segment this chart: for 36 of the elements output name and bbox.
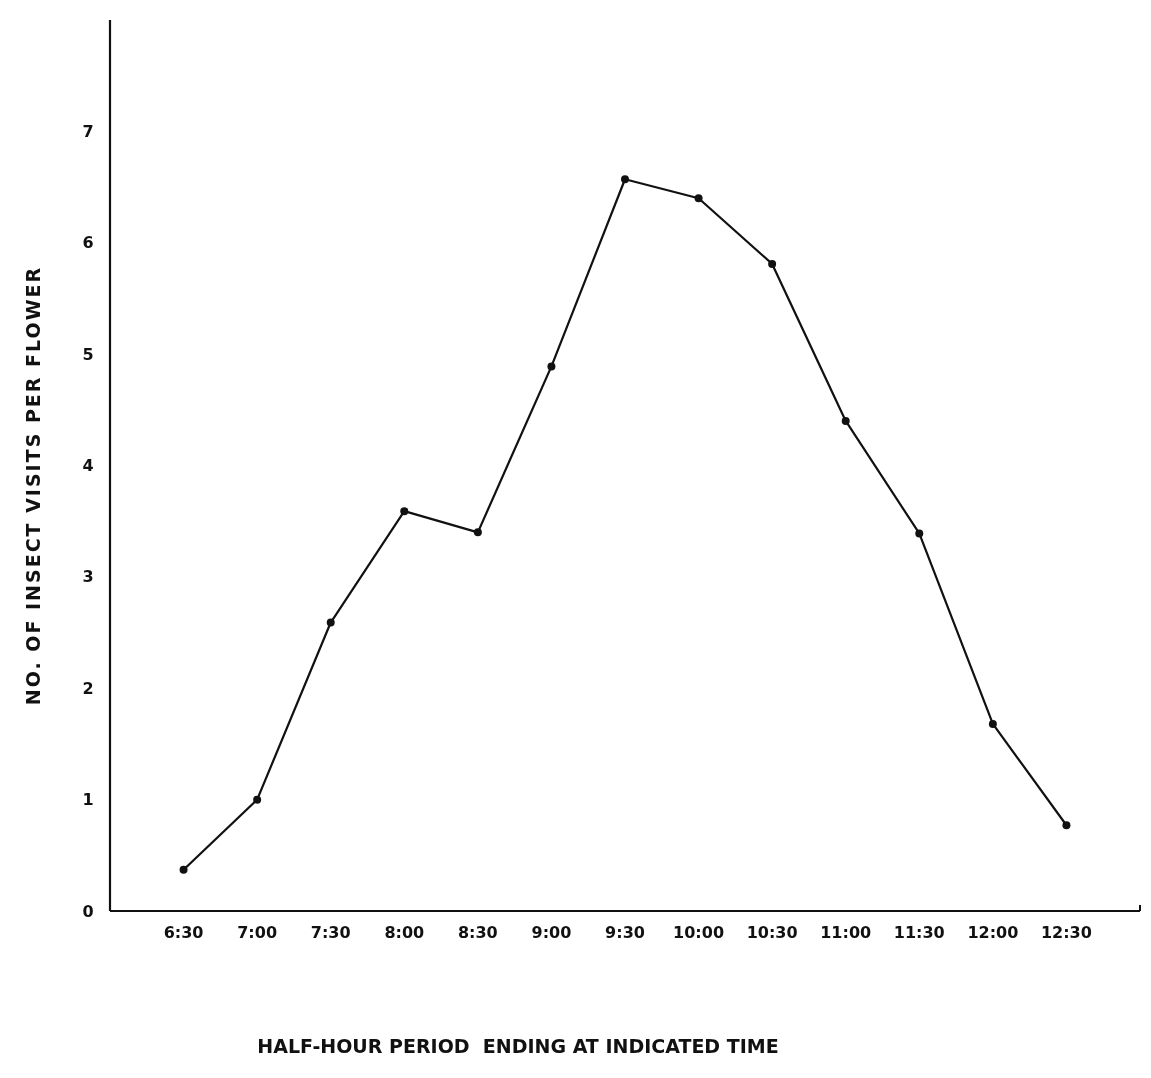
x-tick-label: 8:30: [457, 923, 498, 942]
y-axis-title: NO. OF INSECT VISITS PER FLOWER: [22, 265, 44, 706]
x-tick-label: 6:30: [163, 923, 204, 942]
point: [621, 175, 629, 184]
point: [400, 507, 409, 516]
x-tick-label: 10:00: [673, 923, 725, 942]
point: [694, 194, 703, 203]
x-tick-label: 8:00: [384, 923, 425, 942]
x-tick-label: 9:00: [531, 923, 572, 942]
x-tick-label: 7:30: [310, 923, 351, 942]
x-tick-label: 11:30: [893, 923, 945, 942]
y-tick-label: 7: [82, 121, 94, 141]
y-tick-label: 0: [82, 901, 94, 921]
point: [253, 795, 262, 804]
x-tick-label: 10:30: [746, 923, 798, 942]
point: [326, 618, 335, 627]
point: [1062, 821, 1071, 830]
point: [988, 719, 997, 728]
x-tick-label: 11:00: [820, 923, 872, 942]
point: [473, 528, 482, 537]
point: [179, 865, 188, 874]
y-tick-label: 1: [82, 790, 94, 810]
y-tick-label: 3: [82, 567, 94, 587]
point: [915, 529, 924, 538]
y-tick-label: 6: [82, 233, 94, 253]
x-tick-label: 12:30: [1040, 923, 1092, 942]
y-tick-label: 4: [82, 456, 94, 476]
point: [547, 362, 556, 371]
x-tick-label: 9:30: [605, 923, 645, 942]
x-tick-label: 7:00: [237, 923, 278, 942]
point: [841, 416, 850, 425]
x-axis-title: HALF-HOUR PERIOD ENDING AT INDICATED TIME: [257, 1035, 779, 1057]
y-tick-label: 2: [82, 678, 94, 698]
x-tick-label: 12:00: [967, 923, 1019, 942]
y-tick-label: 5: [82, 344, 94, 364]
point: [768, 259, 777, 268]
